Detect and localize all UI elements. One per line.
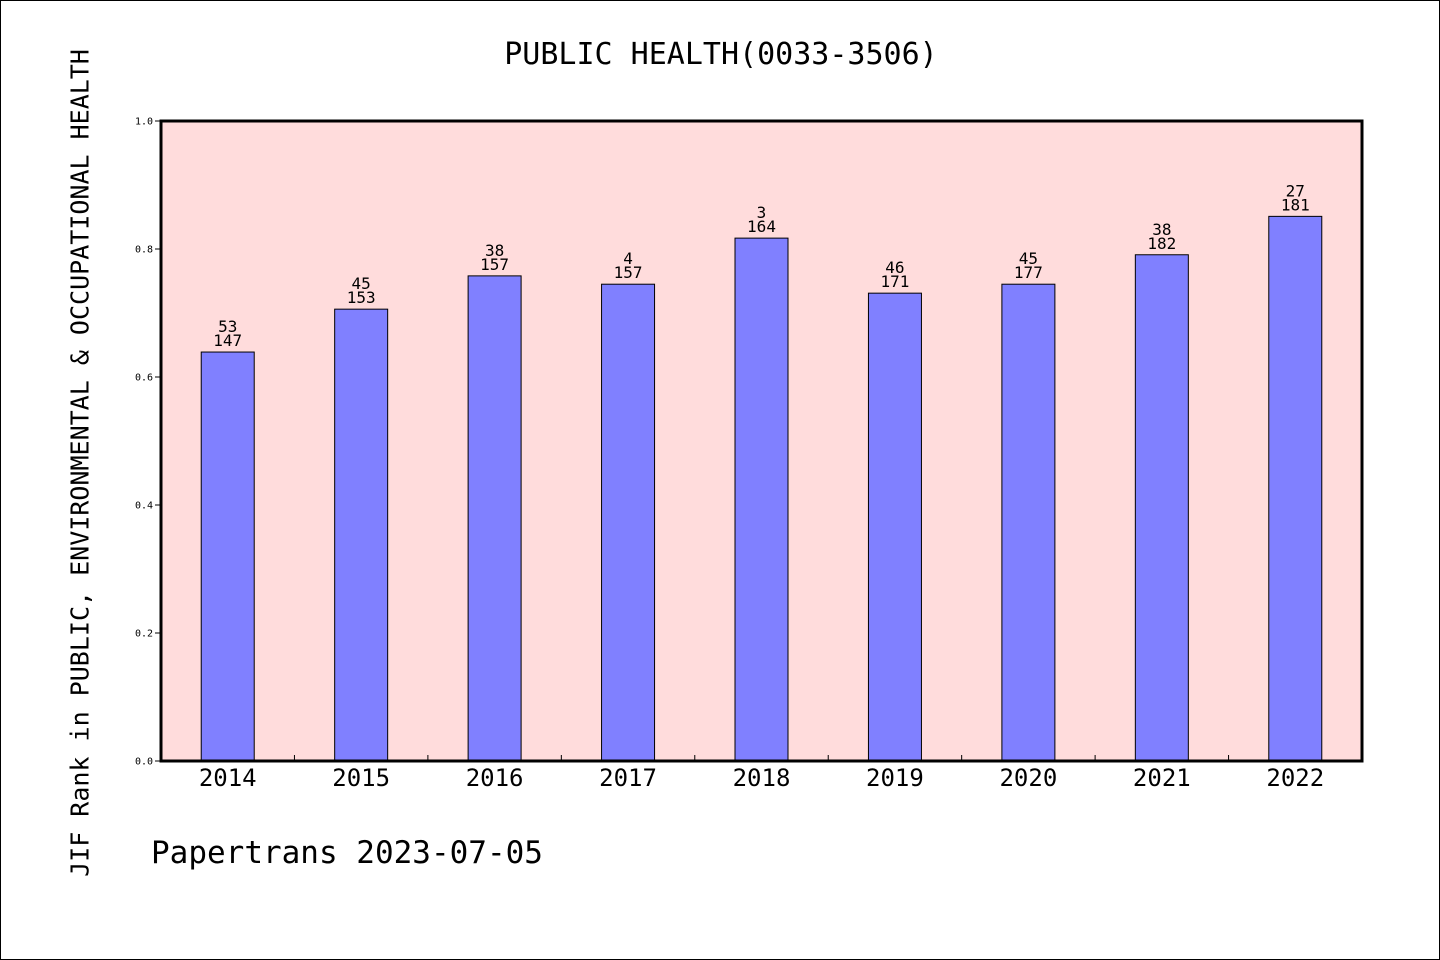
x-tick-label: 2017 [599,764,657,792]
bar-total-label: 147 [213,331,242,350]
bar-total-label: 157 [614,263,643,282]
bar-rank-label: 38 [485,241,504,260]
bar-total-label: 177 [1014,263,1043,282]
bar-total-label: 171 [880,272,909,291]
x-tick-label: 2015 [332,764,390,792]
x-tick-label: 2020 [999,764,1057,792]
footer-credit: Papertrans 2023-07-05 [151,835,543,871]
bar [467,275,522,762]
bar-total-label: 164 [747,217,776,236]
bar-rank-label: 45 [1019,249,1038,268]
bar [1134,254,1189,762]
bar-rank-label: 38 [1152,220,1171,239]
bar [734,237,789,762]
bar [1268,215,1323,762]
x-tick-label: 2022 [1266,764,1324,792]
y-tick-label: 0.6 [135,373,153,384]
bar-rank-label: 4 [623,249,633,268]
y-tick-label: 0.0 [135,757,153,768]
x-tick-label: 2021 [1133,764,1191,792]
y-tick-label: 0.2 [135,629,153,640]
x-tick-label: 2014 [199,764,257,792]
bar-rank-label: 3 [757,203,767,222]
x-tick-label: 2018 [733,764,791,792]
y-tick-label: 0.8 [135,245,153,256]
bar-rank-label: 53 [218,317,237,336]
y-tick-label: 1.0 [135,117,153,128]
bar-total-label: 182 [1147,234,1176,253]
bar-total-label: 181 [1281,195,1310,214]
bar [200,351,255,762]
x-tick-label: 2019 [866,764,924,792]
bar-rank-label: 46 [885,258,904,277]
bar [1001,283,1056,762]
y-tick-label: 0.4 [135,501,153,512]
chart-title: PUBLIC HEALTH(0033-3506) [504,37,938,72]
bar [867,292,922,762]
bar-rank-label: 45 [352,274,371,293]
bar [334,308,389,762]
bar-total-label: 157 [480,255,509,274]
bar-rank-label: 27 [1286,181,1305,200]
bar [601,283,656,762]
plot-frame [159,119,1364,763]
bar-total-label: 153 [347,288,376,307]
x-tick-label: 2016 [466,764,524,792]
